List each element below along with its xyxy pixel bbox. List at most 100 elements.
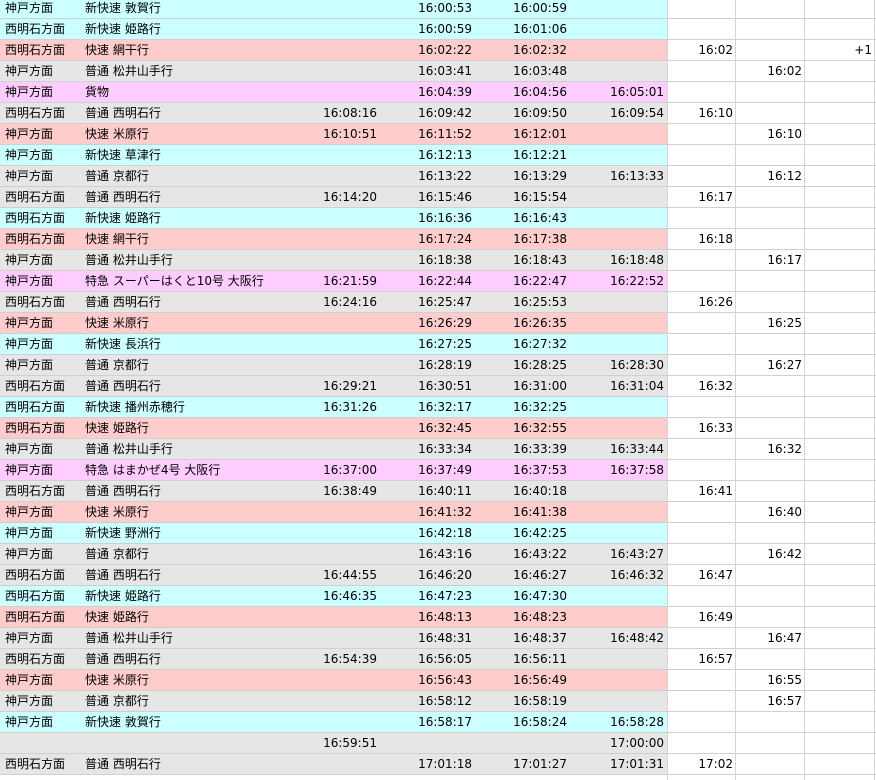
note-cell[interactable] [804, 82, 872, 102]
note-cell[interactable] [804, 649, 872, 669]
time-cell-2[interactable]: 16:32:17 [418, 400, 472, 414]
direction-cell[interactable]: 神戸方面 [5, 526, 54, 540]
direction-cell[interactable]: 神戸方面 [5, 64, 54, 78]
time-cell-1[interactable] [285, 334, 377, 354]
kobe-minute-cell[interactable] [735, 754, 802, 774]
train-cell[interactable]: 普通 西明石行 [85, 652, 161, 666]
time-cell-4[interactable] [570, 313, 664, 333]
train-cell[interactable]: 新快速 野洲行 [85, 526, 161, 540]
time-cell-3[interactable]: 16:04:56 [513, 85, 567, 99]
time-cell-3[interactable]: 16:33:39 [513, 442, 567, 456]
time-cell-2[interactable]: 16:28:19 [418, 358, 472, 372]
time-cell-3[interactable]: 16:41:38 [513, 505, 567, 519]
train-cell[interactable]: 快速 米原行 [85, 673, 149, 687]
time-cell-4[interactable]: 16:33:44 [610, 442, 664, 456]
time-cell-3[interactable]: 16:28:25 [513, 358, 567, 372]
west-minute-cell[interactable]: 16:32 [698, 379, 733, 393]
west-minute-cell[interactable]: 17:02 [698, 757, 733, 771]
time-cell-1[interactable]: 16:31:26 [323, 400, 377, 414]
time-cell-2[interactable]: 16:32:45 [418, 421, 472, 435]
train-cell[interactable]: 貨物 [85, 85, 110, 99]
train-cell[interactable]: 新快速 草津行 [85, 148, 161, 162]
direction-cell[interactable]: 神戸方面 [5, 127, 54, 141]
time-cell-2[interactable]: 16:09:42 [418, 106, 472, 120]
time-cell-4[interactable] [570, 229, 664, 249]
time-cell-2[interactable]: 16:33:34 [418, 442, 472, 456]
time-cell-2[interactable]: 16:56:05 [418, 652, 472, 666]
direction-cell[interactable]: 西明石方面 [5, 190, 66, 204]
west-minute-cell[interactable] [667, 334, 733, 354]
train-cell[interactable]: 新快速 播州赤穂行 [85, 400, 185, 414]
time-cell-4[interactable] [570, 481, 664, 501]
note-cell[interactable] [804, 250, 872, 270]
kobe-minute-cell[interactable]: 16:10 [767, 127, 802, 141]
time-cell-2[interactable]: 16:58:12 [418, 694, 472, 708]
kobe-minute-cell[interactable] [735, 733, 802, 753]
train-cell[interactable]: 普通 京都行 [85, 169, 149, 183]
time-cell-4[interactable] [570, 19, 664, 39]
kobe-minute-cell[interactable] [735, 229, 802, 249]
kobe-minute-cell[interactable] [735, 0, 802, 18]
west-minute-cell[interactable] [667, 355, 733, 375]
direction-cell[interactable]: 西明石方面 [5, 106, 66, 120]
note-cell[interactable] [804, 271, 872, 291]
time-cell-4[interactable] [570, 397, 664, 417]
time-cell-3[interactable]: 16:32:25 [513, 400, 567, 414]
west-minute-cell[interactable]: 16:47 [698, 568, 733, 582]
direction-cell[interactable]: 西明石方面 [5, 22, 66, 36]
time-cell-3[interactable]: 16:48:23 [513, 610, 567, 624]
note-cell[interactable] [804, 691, 872, 711]
west-minute-cell[interactable] [667, 145, 733, 165]
direction-cell[interactable]: 神戸方面 [5, 358, 54, 372]
direction-cell[interactable]: 神戸方面 [5, 337, 54, 351]
time-cell-3[interactable]: 16:17:38 [513, 232, 567, 246]
kobe-minute-cell[interactable]: 16:42 [767, 547, 802, 561]
time-cell-2[interactable]: 16:11:52 [418, 127, 472, 141]
note-cell[interactable] [804, 628, 872, 648]
west-minute-cell[interactable]: 16:10 [698, 106, 733, 120]
time-cell-3[interactable]: 16:42:25 [513, 526, 567, 540]
direction-cell[interactable]: 西明石方面 [5, 652, 66, 666]
time-cell-4[interactable]: 16:58:28 [610, 715, 664, 729]
time-cell-2[interactable]: 16:43:16 [418, 547, 472, 561]
time-cell-2[interactable]: 16:58:17 [418, 715, 472, 729]
time-cell-1[interactable] [285, 82, 377, 102]
train-cell[interactable]: 快速 姫路行 [85, 421, 149, 435]
time-cell-1[interactable] [285, 250, 377, 270]
time-cell-2[interactable]: 16:00:59 [418, 22, 472, 36]
time-cell-2[interactable]: 16:37:49 [418, 463, 472, 477]
time-cell-2[interactable]: 16:41:32 [418, 505, 472, 519]
time-cell-4[interactable]: 16:13:33 [610, 169, 664, 183]
time-cell-3[interactable]: 16:13:29 [513, 169, 567, 183]
time-cell-4[interactable]: 16:09:54 [610, 106, 664, 120]
time-cell-1[interactable] [285, 544, 377, 564]
direction-cell[interactable]: 神戸方面 [5, 715, 54, 729]
train-cell[interactable]: 普通 京都行 [85, 694, 149, 708]
time-cell-3[interactable]: 16:56:11 [513, 652, 567, 666]
kobe-minute-cell[interactable]: 16:12 [767, 169, 802, 183]
train-cell[interactable]: 普通 松井山手行 [85, 442, 173, 456]
time-cell-1[interactable]: 16:46:35 [323, 589, 377, 603]
kobe-minute-cell[interactable] [735, 397, 802, 417]
time-cell-3[interactable]: 16:12:01 [513, 127, 567, 141]
time-cell-4[interactable] [570, 0, 664, 18]
note-cell[interactable] [804, 313, 872, 333]
train-cell[interactable]: 普通 松井山手行 [85, 64, 173, 78]
time-cell-3[interactable]: 16:02:32 [513, 43, 567, 57]
train-cell[interactable]: 特急 スーパーはくと10号 大阪行 [85, 274, 264, 288]
time-cell-2[interactable]: 16:18:38 [418, 253, 472, 267]
west-minute-cell[interactable] [667, 586, 733, 606]
train-cell[interactable]: 普通 西明石行 [85, 106, 161, 120]
time-cell-1[interactable]: 16:24:16 [323, 295, 377, 309]
west-minute-cell[interactable]: 16:26 [698, 295, 733, 309]
note-cell[interactable] [804, 124, 872, 144]
time-cell-3[interactable]: 16:37:53 [513, 463, 567, 477]
kobe-minute-cell[interactable] [735, 208, 802, 228]
time-cell-4[interactable]: 16:31:04 [610, 379, 664, 393]
time-cell-3[interactable]: 16:16:43 [513, 211, 567, 225]
time-cell-1[interactable] [285, 145, 377, 165]
train-cell[interactable]: 快速 米原行 [85, 505, 149, 519]
time-cell-3[interactable]: 16:18:43 [513, 253, 567, 267]
train-cell[interactable]: 普通 西明石行 [85, 379, 161, 393]
train-cell[interactable]: 普通 西明石行 [85, 484, 161, 498]
